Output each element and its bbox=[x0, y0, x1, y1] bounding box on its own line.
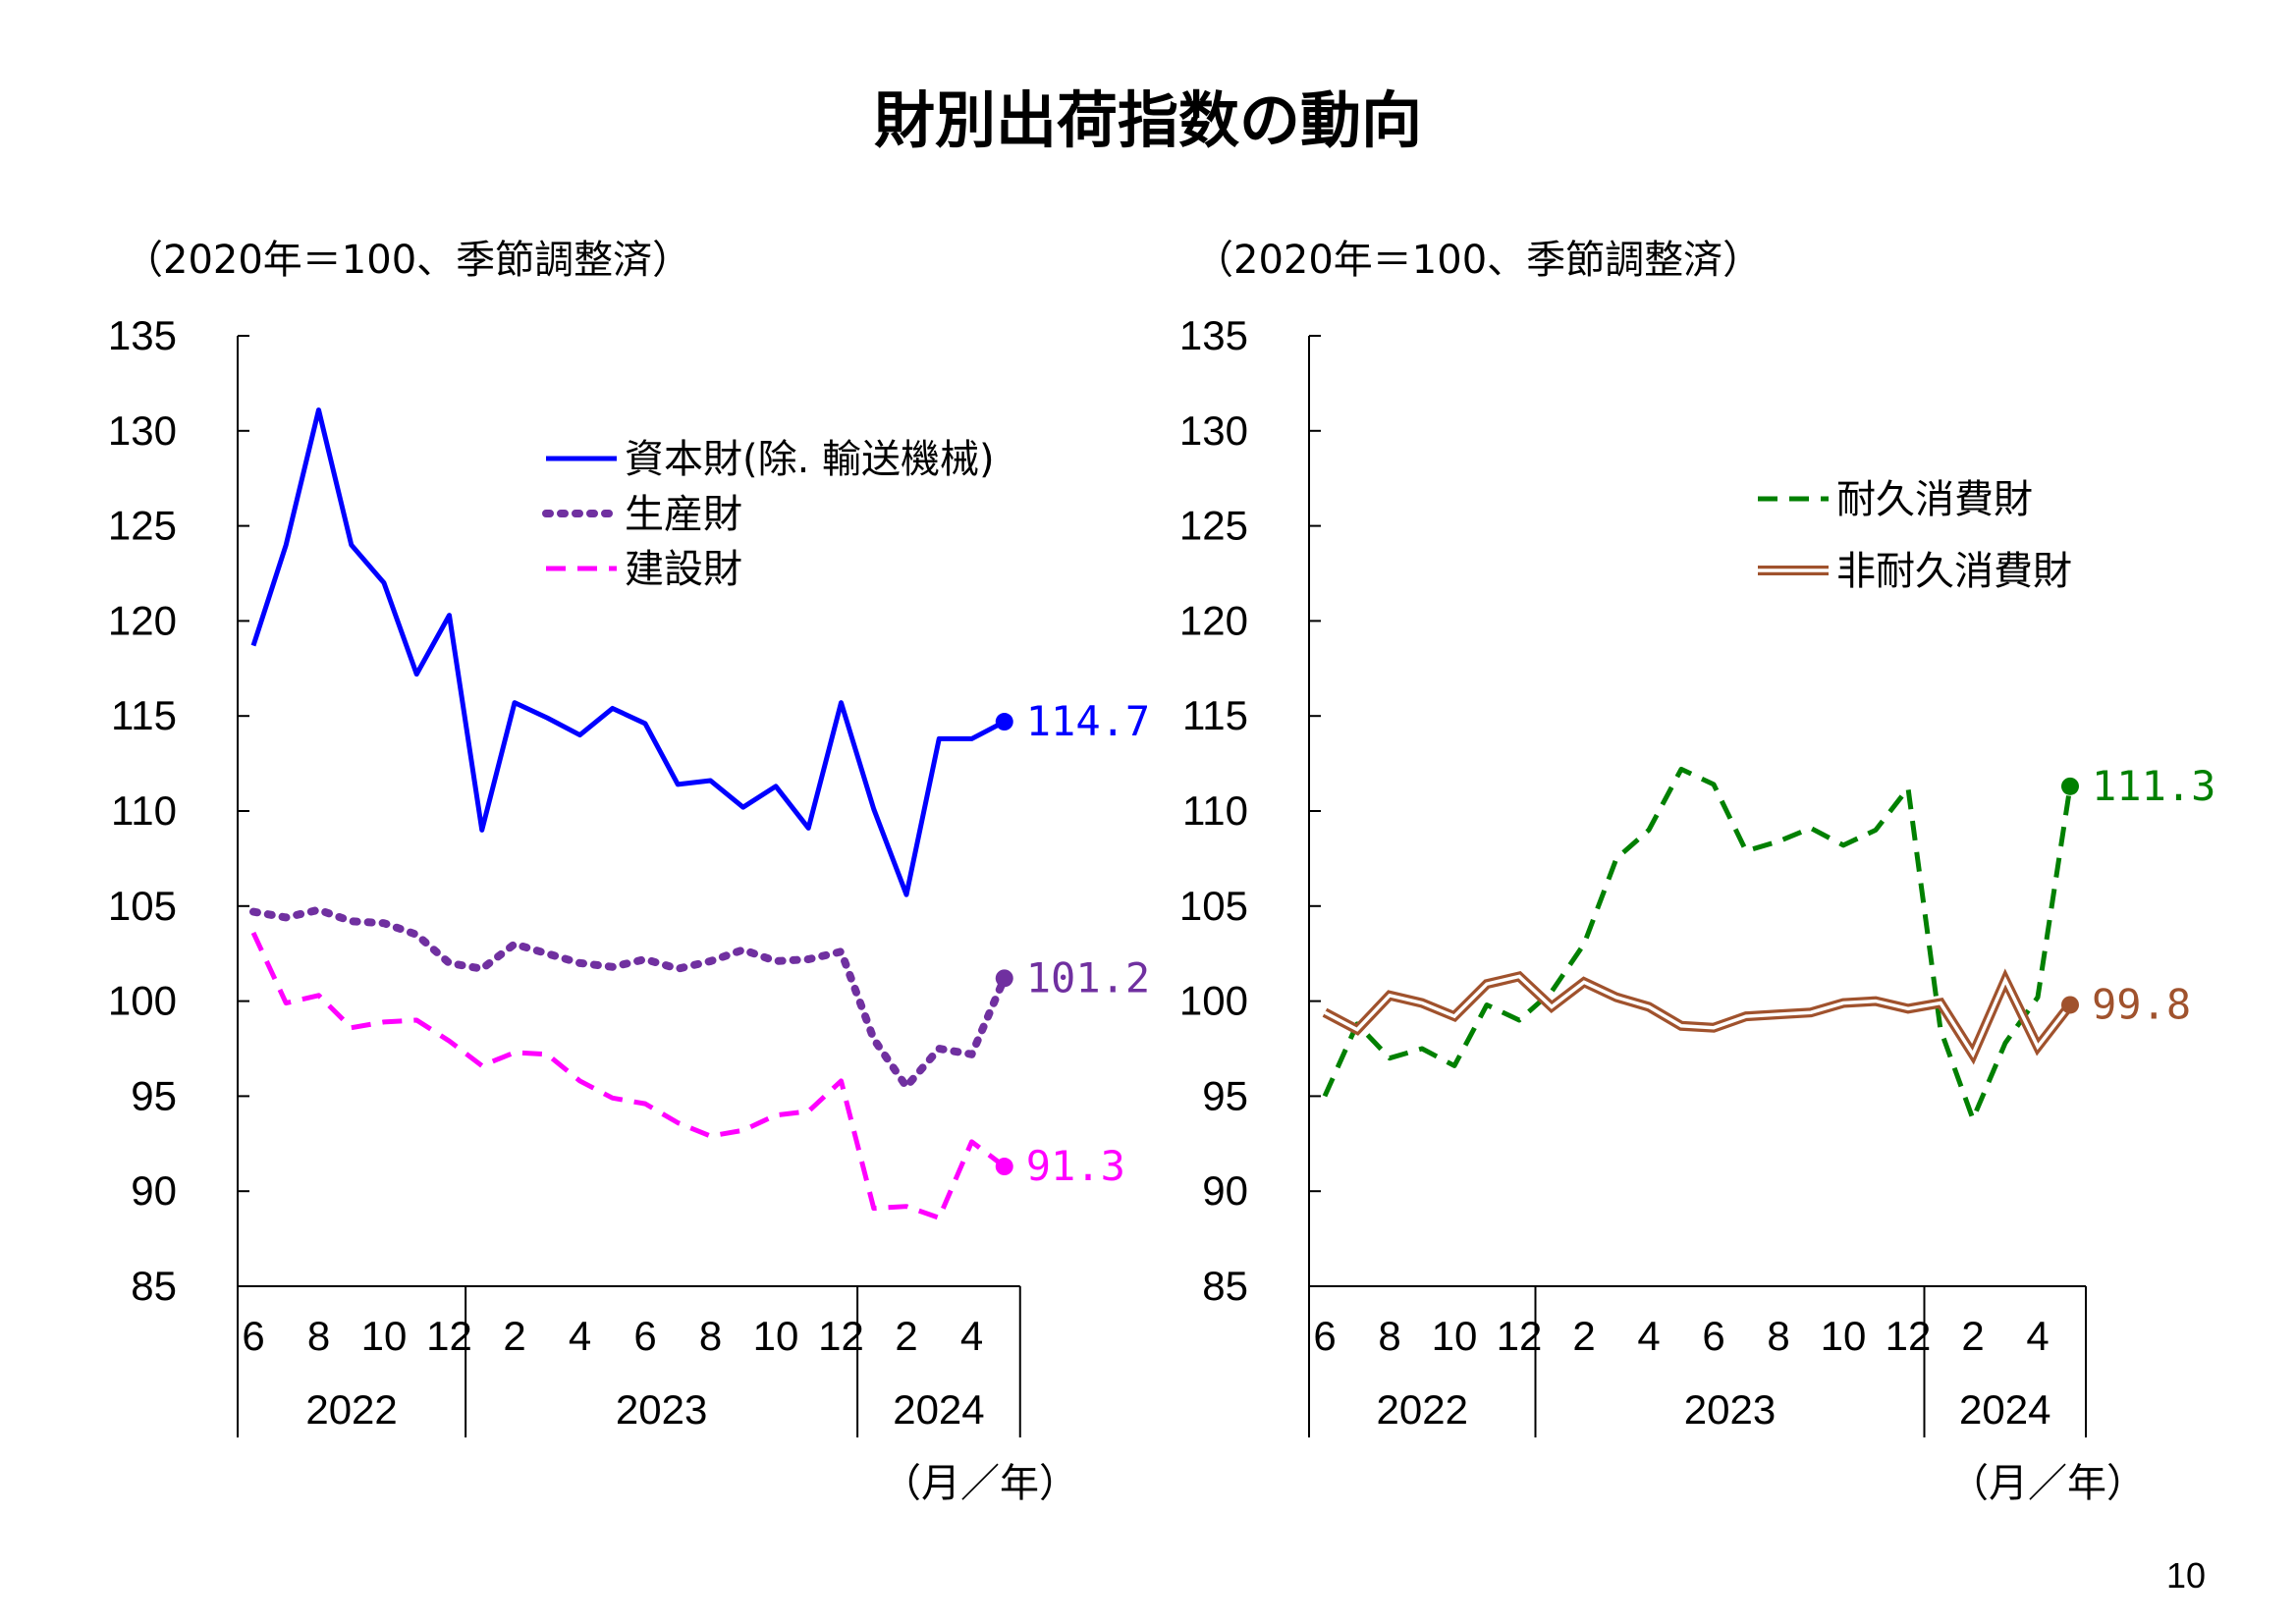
capital-series-line bbox=[250, 407, 1006, 897]
x-month-label: 2 bbox=[503, 1313, 525, 1359]
y-tick-label: 135 bbox=[1179, 312, 1248, 358]
y-tick-label: 130 bbox=[108, 407, 177, 454]
producer-end-point bbox=[995, 969, 1013, 988]
right-axis-unit-label: （月／年） bbox=[1949, 1461, 2146, 1506]
y-tick-label: 120 bbox=[1179, 597, 1248, 643]
construction-end-point bbox=[995, 1158, 1013, 1176]
x-month-label: 8 bbox=[307, 1313, 330, 1359]
x-year-label: 2023 bbox=[1684, 1386, 1776, 1433]
construction-end-label: 91.3 bbox=[1026, 1142, 1125, 1190]
x-month-label: 6 bbox=[1702, 1313, 1724, 1359]
x-month-label: 12 bbox=[818, 1313, 864, 1359]
y-tick-label: 115 bbox=[1182, 692, 1248, 738]
y-tick-label: 125 bbox=[1179, 503, 1248, 549]
capital-end-label: 114.7 bbox=[1026, 697, 1150, 745]
x-year-label: 2023 bbox=[616, 1386, 707, 1433]
x-year-label: 2022 bbox=[1377, 1386, 1468, 1433]
y-tick-label: 95 bbox=[131, 1072, 177, 1118]
x-month-label: 4 bbox=[1637, 1313, 1660, 1359]
nondurable-end-point bbox=[2061, 996, 2079, 1014]
x-year-label: 2024 bbox=[893, 1386, 984, 1433]
durable-legend-label: 耐久消費財 bbox=[1836, 477, 2033, 522]
capital-legend-label: 資本財(除. 輸送機械) bbox=[625, 437, 995, 482]
y-tick-label: 120 bbox=[108, 597, 177, 643]
x-month-label: 12 bbox=[1886, 1313, 1932, 1359]
y-tick-label: 110 bbox=[111, 787, 177, 834]
x-year-label: 2024 bbox=[1959, 1386, 2050, 1433]
x-month-label: 4 bbox=[569, 1313, 591, 1359]
producer-legend-label: 生産財 bbox=[625, 492, 742, 537]
nondurable-series-line bbox=[1322, 968, 2074, 1065]
y-tick-label: 105 bbox=[108, 883, 177, 929]
y-tick-label: 85 bbox=[131, 1263, 177, 1309]
x-month-label: 6 bbox=[1313, 1313, 1336, 1359]
y-tick-label: 100 bbox=[108, 978, 177, 1024]
x-month-label: 8 bbox=[1378, 1313, 1400, 1359]
y-tick-label: 105 bbox=[1179, 883, 1248, 929]
durable-series-line bbox=[1322, 766, 2073, 1122]
nondurable-series-line-inner bbox=[1324, 974, 2072, 1058]
x-month-label: 10 bbox=[1432, 1313, 1478, 1359]
x-month-label: 10 bbox=[361, 1313, 408, 1359]
x-year-label: 2022 bbox=[305, 1386, 397, 1433]
y-tick-label: 100 bbox=[1179, 978, 1248, 1024]
x-month-label: 4 bbox=[2026, 1313, 2049, 1359]
y-tick-label: 90 bbox=[1202, 1167, 1248, 1214]
capital-end-point bbox=[995, 713, 1013, 731]
y-tick-label: 90 bbox=[131, 1167, 177, 1214]
nondurable-legend-label: 非耐久消費財 bbox=[1836, 549, 2072, 594]
construction-legend-label: 建設財 bbox=[625, 547, 742, 592]
x-month-label: 10 bbox=[1821, 1313, 1867, 1359]
x-month-label: 8 bbox=[1767, 1313, 1789, 1359]
y-tick-label: 115 bbox=[111, 692, 177, 738]
y-tick-label: 110 bbox=[1182, 787, 1248, 834]
x-month-label: 6 bbox=[633, 1313, 656, 1359]
y-tick-label: 130 bbox=[1179, 407, 1248, 454]
y-tick-label: 95 bbox=[1202, 1072, 1248, 1118]
page-number: 10 bbox=[2165, 1555, 2206, 1596]
producer-end-label: 101.2 bbox=[1026, 953, 1150, 1001]
page-title: 財別出荷指数の動向 bbox=[873, 84, 1422, 156]
x-month-label: 2 bbox=[1961, 1313, 1984, 1359]
y-tick-label: 85 bbox=[1202, 1263, 1248, 1309]
y-tick-label: 125 bbox=[108, 503, 177, 549]
y-tick-label: 135 bbox=[108, 312, 177, 358]
x-month-label: 8 bbox=[699, 1313, 722, 1359]
x-month-label: 12 bbox=[426, 1313, 472, 1359]
x-month-label: 2 bbox=[1572, 1313, 1595, 1359]
x-month-label: 6 bbox=[242, 1313, 264, 1359]
x-month-label: 10 bbox=[753, 1313, 799, 1359]
left-unit-note: （2020年＝100、季節調整済） bbox=[124, 238, 692, 283]
right-unit-note: （2020年＝100、季節調整済） bbox=[1194, 238, 1763, 283]
x-month-label: 12 bbox=[1497, 1313, 1543, 1359]
durable-end-label: 111.3 bbox=[2092, 762, 2215, 810]
x-month-label: 4 bbox=[960, 1313, 983, 1359]
construction-series-line bbox=[250, 931, 1007, 1220]
durable-end-point bbox=[2061, 777, 2079, 795]
nondurable-end-label: 99.8 bbox=[2092, 980, 2191, 1028]
producer-series-line bbox=[249, 905, 1009, 1091]
left-axis-unit-label: （月／年） bbox=[882, 1461, 1078, 1506]
x-month-label: 2 bbox=[895, 1313, 917, 1359]
